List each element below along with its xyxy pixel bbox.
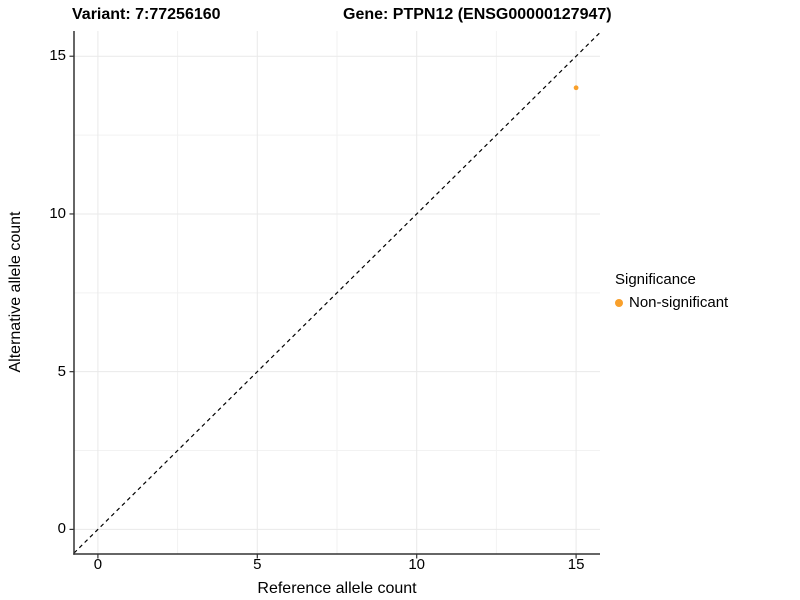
x-tick-label: 5 xyxy=(253,556,262,573)
x-axis-title: Reference allele count xyxy=(257,580,417,597)
y-tick-label: 10 xyxy=(49,204,66,222)
x-tick-label: 10 xyxy=(408,556,426,573)
x-tick-label: 15 xyxy=(567,556,585,573)
data-point xyxy=(573,85,579,91)
legend-item-label: Non-significant xyxy=(629,294,729,311)
y-tick-label: 5 xyxy=(57,362,66,380)
y-tick-label: 15 xyxy=(49,47,66,65)
identity-dashed-line xyxy=(73,32,601,554)
y-tick-label: 0 xyxy=(57,520,66,538)
gene-title: Gene: PTPN12 (ENSG00000127947) xyxy=(343,6,612,23)
legend: Significance Non-significant xyxy=(615,271,728,311)
legend-point-icon xyxy=(615,298,623,307)
legend-item-non-significant: Non-significant xyxy=(615,294,728,311)
variant-title: Variant: 7:77256160 xyxy=(72,6,221,23)
x-tick-label: 0 xyxy=(93,556,103,573)
legend-title: Significance xyxy=(615,271,696,288)
